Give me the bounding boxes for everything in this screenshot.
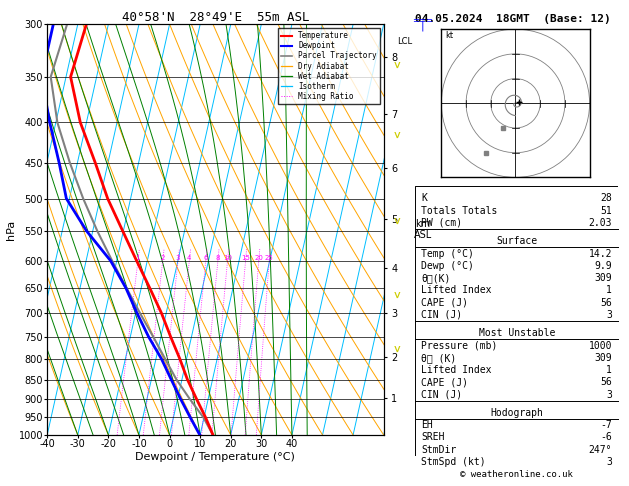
Text: 3: 3 [606, 390, 612, 399]
Text: Pressure (mb): Pressure (mb) [421, 341, 498, 350]
Text: 10: 10 [223, 255, 232, 260]
Text: Temp (°C): Temp (°C) [421, 248, 474, 259]
Y-axis label: hPa: hPa [6, 220, 16, 240]
Text: kt: kt [445, 31, 453, 40]
Text: θᴇ(K): θᴇ(K) [421, 273, 450, 283]
Text: >: > [390, 217, 400, 226]
Text: Most Unstable: Most Unstable [479, 328, 555, 338]
Text: 20: 20 [254, 255, 263, 260]
Text: CAPE (J): CAPE (J) [421, 377, 468, 387]
Text: 1000: 1000 [589, 341, 612, 350]
Text: 2.03: 2.03 [589, 218, 612, 228]
Text: 247°: 247° [589, 445, 612, 455]
Text: EH: EH [421, 420, 433, 430]
Y-axis label: km
ASL: km ASL [413, 219, 431, 241]
Text: 6: 6 [204, 255, 208, 260]
Text: 1: 1 [136, 255, 140, 260]
Text: 3: 3 [606, 310, 612, 320]
Text: Dewp (°C): Dewp (°C) [421, 261, 474, 271]
Text: 51: 51 [601, 206, 612, 216]
Text: 8: 8 [216, 255, 220, 260]
Text: LCL: LCL [397, 36, 412, 46]
Text: StmDir: StmDir [421, 445, 457, 455]
Text: |: | [421, 20, 425, 31]
Text: 15: 15 [241, 255, 250, 260]
Text: CIN (J): CIN (J) [421, 310, 462, 320]
Text: 4: 4 [187, 255, 191, 260]
Text: 56: 56 [601, 377, 612, 387]
Text: >: > [390, 61, 400, 69]
Text: -6: -6 [601, 433, 612, 442]
X-axis label: Dewpoint / Temperature (°C): Dewpoint / Temperature (°C) [135, 452, 296, 462]
Text: Surface: Surface [496, 236, 537, 246]
Text: SREH: SREH [421, 433, 445, 442]
Text: Lifted Index: Lifted Index [421, 365, 492, 375]
Text: 25: 25 [265, 255, 274, 260]
Text: PW (cm): PW (cm) [421, 218, 462, 228]
Title: 40°58'N  28°49'E  55m ASL: 40°58'N 28°49'E 55m ASL [121, 11, 309, 24]
Text: 9.9: 9.9 [594, 261, 612, 271]
Text: CIN (J): CIN (J) [421, 390, 462, 399]
Text: 309: 309 [594, 353, 612, 363]
Text: -7: -7 [601, 420, 612, 430]
Text: 1: 1 [606, 365, 612, 375]
Text: 56: 56 [601, 297, 612, 308]
Text: 2: 2 [160, 255, 165, 260]
Text: >: > [390, 291, 400, 299]
Text: K: K [421, 193, 427, 204]
Text: 04.05.2024  18GMT  (Base: 12): 04.05.2024 18GMT (Base: 12) [415, 14, 611, 24]
Text: θᴇ (K): θᴇ (K) [421, 353, 457, 363]
Legend: Temperature, Dewpoint, Parcel Trajectory, Dry Adiabat, Wet Adiabat, Isotherm, Mi: Temperature, Dewpoint, Parcel Trajectory… [277, 28, 380, 104]
Text: CAPE (J): CAPE (J) [421, 297, 468, 308]
Text: ===: === [412, 16, 433, 25]
Text: StmSpd (kt): StmSpd (kt) [421, 457, 486, 467]
Text: © weatheronline.co.uk: © weatheronline.co.uk [460, 469, 573, 479]
Text: 14.2: 14.2 [589, 248, 612, 259]
Text: Lifted Index: Lifted Index [421, 285, 492, 295]
Text: 3: 3 [606, 457, 612, 467]
Text: Totals Totals: Totals Totals [421, 206, 498, 216]
Text: >: > [390, 345, 400, 353]
Text: >: > [390, 131, 400, 139]
Text: Hodograph: Hodograph [490, 408, 543, 418]
Text: 1: 1 [606, 285, 612, 295]
Text: 3: 3 [176, 255, 181, 260]
Text: 309: 309 [594, 273, 612, 283]
Text: 28: 28 [601, 193, 612, 204]
